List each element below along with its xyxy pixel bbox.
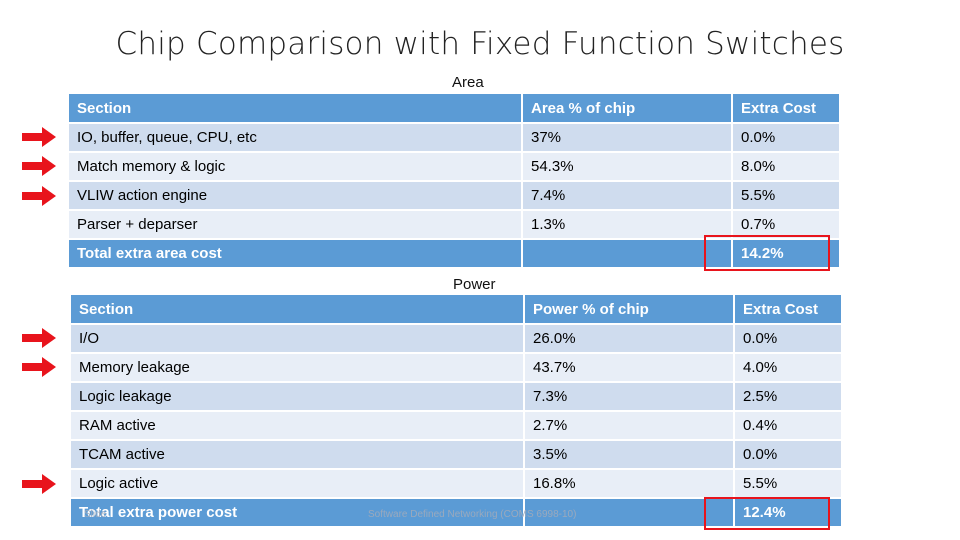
power-pct-cell: 2.7% bbox=[524, 411, 735, 441]
power-header-section: Section bbox=[71, 295, 525, 325]
power-section-cell: Memory leakage bbox=[71, 353, 525, 383]
table-row: I/O 26.0% 0.0% bbox=[71, 324, 843, 354]
area-section-cell: VLIW action engine bbox=[69, 181, 523, 211]
area-header-extra: Extra Cost bbox=[732, 94, 841, 124]
area-caption: Area bbox=[452, 74, 484, 91]
power-header-pct: Power % of chip bbox=[524, 295, 735, 325]
power-total-value: 12.4% bbox=[734, 498, 843, 528]
slide-title: Chip Comparison with Fixed Function Swit… bbox=[115, 26, 845, 62]
table-row: Match memory & logic 54.3% 8.0% bbox=[69, 152, 841, 182]
power-extra-cell: 0.4% bbox=[734, 411, 843, 441]
power-extra-cell: 0.0% bbox=[734, 440, 843, 470]
power-total-empty bbox=[524, 498, 735, 528]
area-extra-cell: 5.5% bbox=[732, 181, 841, 211]
power-section-cell: Logic leakage bbox=[71, 382, 525, 412]
power-total-label: Total extra power cost bbox=[71, 498, 525, 528]
table-row: Logic active 16.8% 5.5% bbox=[71, 469, 843, 499]
area-pct-cell: 7.4% bbox=[522, 181, 733, 211]
table-row: IO, buffer, queue, CPU, etc 37% 0.0% bbox=[69, 123, 841, 153]
arrow-right-icon bbox=[22, 328, 56, 348]
slide-footer: Software Defined Networking (COMS 6998-1… bbox=[368, 509, 577, 520]
power-caption: Power bbox=[453, 276, 496, 293]
arrow-right-icon bbox=[22, 357, 56, 377]
power-pct-cell: 16.8% bbox=[524, 469, 735, 499]
table-row: RAM active 2.7% 0.4% bbox=[71, 411, 843, 441]
power-pct-cell: 43.7% bbox=[524, 353, 735, 383]
table-row: VLIW action engine 7.4% 5.5% bbox=[69, 181, 841, 211]
power-pct-cell: 3.5% bbox=[524, 440, 735, 470]
power-section-cell: TCAM active bbox=[71, 440, 525, 470]
power-section-cell: RAM active bbox=[71, 411, 525, 441]
area-total-empty bbox=[522, 239, 733, 269]
power-total-highlight-box bbox=[704, 497, 830, 530]
area-pct-cell: 54.3% bbox=[522, 152, 733, 182]
arrow-right-icon bbox=[22, 156, 56, 176]
area-total-highlight-box bbox=[704, 235, 830, 271]
power-extra-cell: 0.0% bbox=[734, 324, 843, 354]
area-total-value: 14.2% bbox=[732, 239, 841, 269]
arrow-right-icon bbox=[22, 186, 56, 206]
area-pct-cell: 37% bbox=[522, 123, 733, 153]
slide-page-number: Slide bbox=[84, 509, 107, 520]
power-section-cell: I/O bbox=[71, 324, 525, 354]
power-extra-cell: 5.5% bbox=[734, 469, 843, 499]
table-row: Logic leakage 7.3% 2.5% bbox=[71, 382, 843, 412]
power-header-row: Section Power % of chip Extra Cost bbox=[71, 295, 843, 325]
power-pct-cell: 7.3% bbox=[524, 382, 735, 412]
power-table: Section Power % of chip Extra Cost I/O 2… bbox=[71, 295, 843, 528]
area-header-pct: Area % of chip bbox=[522, 94, 733, 124]
area-pct-cell: 1.3% bbox=[522, 210, 733, 240]
area-extra-cell: 0.0% bbox=[732, 123, 841, 153]
power-extra-cell: 2.5% bbox=[734, 382, 843, 412]
arrow-right-icon bbox=[22, 127, 56, 147]
power-total-row: Total extra power cost 12.4% bbox=[71, 498, 843, 528]
area-header-row: Section Area % of chip Extra Cost bbox=[69, 94, 841, 124]
table-row: Memory leakage 43.7% 4.0% bbox=[71, 353, 843, 383]
table-row: TCAM active 3.5% 0.0% bbox=[71, 440, 843, 470]
power-extra-cell: 4.0% bbox=[734, 353, 843, 383]
area-header-section: Section bbox=[69, 94, 523, 124]
arrow-right-icon bbox=[22, 474, 56, 494]
power-pct-cell: 26.0% bbox=[524, 324, 735, 354]
area-extra-cell: 8.0% bbox=[732, 152, 841, 182]
power-header-extra: Extra Cost bbox=[734, 295, 843, 325]
area-total-label: Total extra area cost bbox=[69, 239, 523, 269]
area-section-cell: Match memory & logic bbox=[69, 152, 523, 182]
area-section-cell: Parser + deparser bbox=[69, 210, 523, 240]
area-section-cell: IO, buffer, queue, CPU, etc bbox=[69, 123, 523, 153]
area-total-row: Total extra area cost 14.2% bbox=[69, 239, 841, 269]
power-section-cell: Logic active bbox=[71, 469, 525, 499]
